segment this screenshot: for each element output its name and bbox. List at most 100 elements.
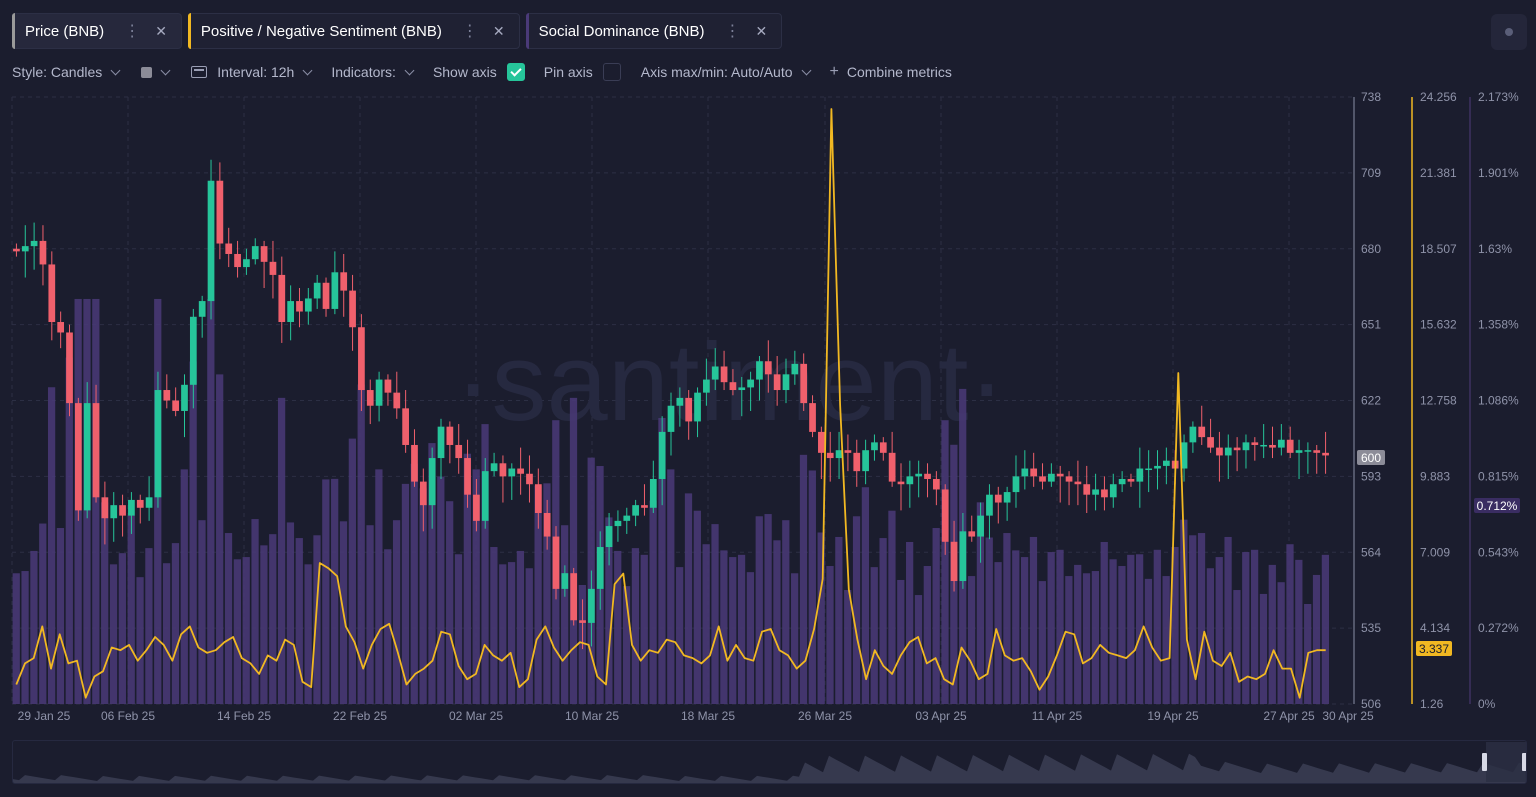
dominance-bar [1242,552,1250,704]
axis-maxmin-dropdown[interactable]: Axis max/min: Auto/Auto [641,64,811,80]
more-options-icon[interactable]: ⋮ [461,23,478,40]
close-icon[interactable]: ✕ [755,22,768,39]
candle-body [1207,437,1214,448]
interval-label: Interval: 12h [217,64,295,80]
pin-axis-toggle[interactable]: Pin axis [544,63,621,81]
dominance-bar [676,567,684,704]
navigator-handle-right [1522,753,1527,771]
candle-body [747,379,754,388]
dominance-tick-label: 0.272% [1478,621,1519,635]
candle-body [419,481,427,506]
dominance-bar [1162,576,1170,704]
interval-dropdown[interactable]: Interval: 12h [191,64,313,80]
combine-metrics-button[interactable]: + Combine metrics [830,63,952,81]
candle-body [402,408,409,445]
x-tick-label: 06 Feb 25 [101,709,155,723]
dominance-bar [224,533,233,704]
tab-social-dominance[interactable]: Social Dominance (BNB) ⋮ ✕ [525,13,783,49]
sentiment-tick-label: 15.632 [1420,318,1457,332]
x-tick-label: 02 Mar 25 [449,709,503,723]
dominance-bar [216,374,224,704]
sentiment-tick-label: 9.883 [1420,469,1450,483]
dominance-bar [534,485,542,704]
price-tick-label: 506 [1361,697,1381,711]
tab-label: Price (BNB) [25,22,105,40]
dominance-bar [481,424,489,704]
calendar-icon [191,66,208,78]
range-navigator[interactable] [12,740,1527,784]
dominance-bar [1312,574,1321,704]
navigator-handle-left [1482,753,1487,771]
style-dropdown[interactable]: Style: Candles [12,64,121,80]
dominance-bar [1224,536,1232,704]
dominance-bar [658,417,666,704]
x-tick-label: 14 Feb 25 [217,709,271,723]
dominance-bar [773,540,781,704]
tab-sentiment[interactable]: Positive / Negative Sentiment (BNB) ⋮ ✕ [187,13,520,49]
pin-axis-checkbox[interactable] [602,63,621,81]
tab-price[interactable]: Price (BNB) ⋮ ✕ [12,13,182,49]
candle-body [145,497,153,508]
dominance-bar [932,528,940,704]
candle-body [1189,426,1197,443]
candle-body [862,450,869,472]
candle-body [579,620,586,623]
dominance-bar [976,502,985,704]
dominance-bar [906,541,914,704]
more-options-icon[interactable]: ⋮ [124,23,140,40]
dominance-bar [684,493,693,704]
candle-body [800,363,808,404]
show-axis-checkbox[interactable] [506,63,525,81]
candle-body [1039,476,1046,482]
sentiment-tick-label: 12.758 [1420,394,1457,408]
candle-body [534,484,542,514]
close-icon[interactable]: ✕ [155,22,167,39]
settings-button[interactable] [1491,14,1527,50]
candle-body [711,366,719,380]
dominance-bar [56,528,65,704]
candle-body [189,316,197,385]
more-options-icon[interactable]: ⋮ [724,23,741,40]
close-icon[interactable]: ✕ [492,22,505,39]
dominance-bar [401,483,410,704]
show-axis-toggle[interactable]: Show axis [433,63,525,81]
dominance-bar [454,554,463,704]
candle-body [154,390,162,498]
dominance-bar [1012,550,1020,704]
dominance-tick-label: 1.086% [1478,394,1519,408]
dominance-bar [1277,582,1285,704]
sentiment-tick-label: 18.507 [1420,242,1457,256]
candle-body [1109,484,1117,498]
dominance-bar [967,576,976,704]
dominance-bar [1047,552,1055,704]
dominance-bar [136,577,144,704]
dominance-bar [30,550,38,704]
chart-toolbar: Style: Candles Interval: 12h Indicators:… [12,62,952,82]
sentiment-tick-label: 4.134 [1420,621,1450,635]
dominance-bar [507,562,516,704]
color-dropdown[interactable] [141,65,171,78]
dominance-bar [1215,557,1223,704]
dominance-bar [1144,578,1153,704]
indicators-dropdown[interactable]: Indicators: [331,64,415,80]
dominance-bar [1171,547,1179,704]
dominance-bar [357,384,365,704]
dominance-bar [490,547,498,704]
dominance-bar [1233,590,1241,704]
candle-body [1242,442,1250,451]
dominance-tick-label: 1.63% [1478,242,1512,256]
price-tick-label: 593 [1361,469,1381,483]
dominance-bar [861,487,870,704]
dominance-bar [1268,564,1276,704]
dominance-bar [1321,554,1329,704]
dominance-bar [1189,535,1197,704]
style-label: Style: Candles [12,64,103,80]
candle-body [1012,476,1020,493]
dominance-bar [277,397,286,704]
price-tick-label: 651 [1361,318,1381,332]
candle-body [764,361,772,375]
candle-body [623,515,631,521]
candle-body [366,390,374,406]
candle-body [1224,447,1232,456]
